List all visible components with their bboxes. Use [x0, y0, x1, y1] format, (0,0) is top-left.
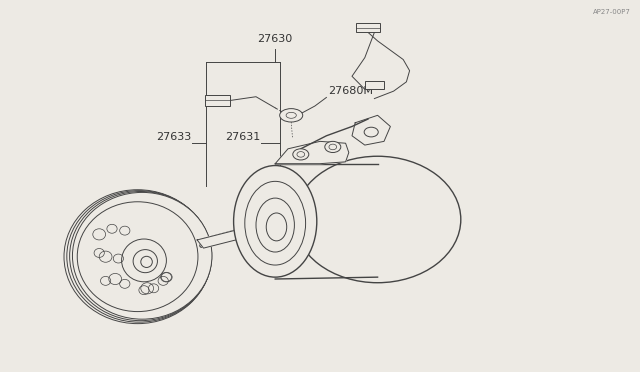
Ellipse shape: [292, 149, 308, 160]
Text: 27630: 27630: [257, 34, 293, 44]
Ellipse shape: [64, 190, 211, 324]
Circle shape: [280, 109, 303, 122]
Ellipse shape: [266, 213, 287, 241]
Text: 27633: 27633: [156, 132, 192, 142]
Ellipse shape: [256, 198, 294, 252]
Ellipse shape: [325, 141, 341, 153]
FancyBboxPatch shape: [365, 81, 384, 89]
Ellipse shape: [77, 202, 198, 312]
Ellipse shape: [294, 156, 461, 283]
Ellipse shape: [244, 182, 306, 265]
Ellipse shape: [364, 127, 378, 137]
FancyBboxPatch shape: [205, 95, 230, 106]
Polygon shape: [352, 115, 390, 145]
FancyBboxPatch shape: [356, 23, 380, 32]
Text: AP27-00P7: AP27-00P7: [593, 9, 630, 15]
Ellipse shape: [133, 250, 157, 273]
Ellipse shape: [234, 166, 317, 277]
Ellipse shape: [72, 192, 212, 319]
Ellipse shape: [70, 192, 212, 321]
Ellipse shape: [67, 190, 211, 322]
Text: 27631: 27631: [225, 132, 261, 142]
Ellipse shape: [122, 239, 166, 282]
Polygon shape: [197, 230, 243, 248]
Text: 27680M: 27680M: [328, 86, 372, 96]
Polygon shape: [275, 141, 349, 164]
Ellipse shape: [141, 256, 152, 267]
